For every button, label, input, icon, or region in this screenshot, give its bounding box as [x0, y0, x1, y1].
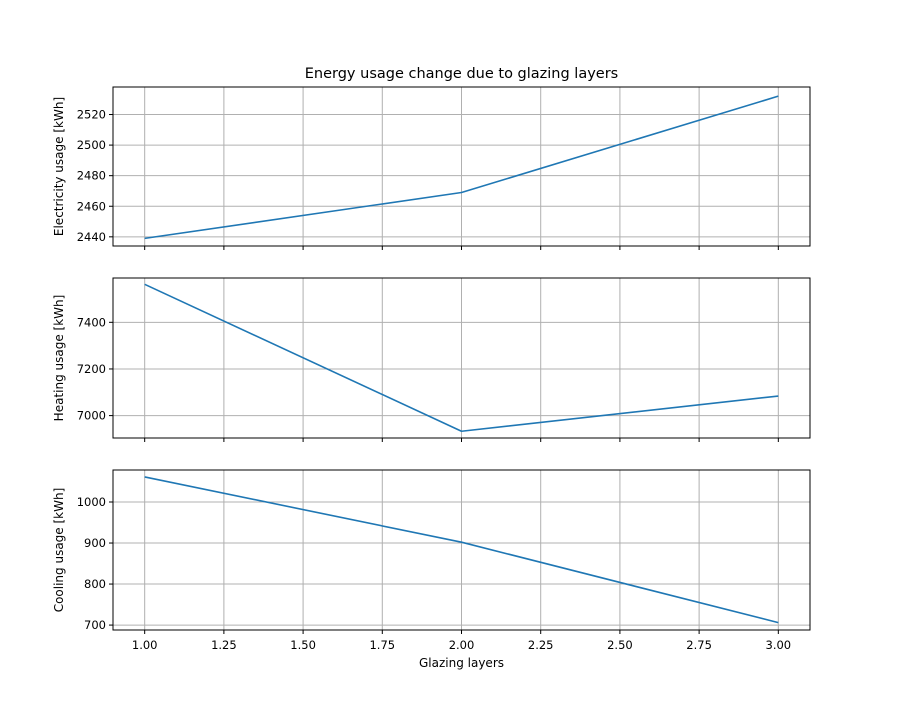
- y-tick-label: 7000: [77, 409, 106, 423]
- x-tick-label: 3.00: [766, 638, 792, 652]
- x-tick-label: 1.00: [132, 638, 158, 652]
- y-tick-label: 1000: [77, 495, 106, 509]
- data-line-1: [144, 283, 779, 433]
- y-axis-label: Heating usage [kWh]: [52, 295, 66, 422]
- subplot-1: 2440 2460 2480 2500 2520 Electricity usage [k…: [52, 66, 811, 250]
- y-axis-label: Cooling usage [kWh]: [52, 488, 66, 613]
- y-tick-label: 7200: [77, 362, 106, 376]
- y-axis-label: Electricity usage [kWh]: [52, 97, 66, 236]
- x-axis-label: Glazing layers: [419, 656, 504, 670]
- x-tick-label: 1.25: [211, 638, 237, 652]
- y-tick-label: 2460: [77, 199, 106, 213]
- chart-title: Energy usage change due to glazing layer…: [305, 66, 619, 82]
- data-line-1: [144, 476, 779, 624]
- x-tick-label: 2.25: [528, 638, 554, 652]
- y-tick-label: 7400: [77, 315, 106, 329]
- y-tick-label: 2480: [77, 169, 106, 183]
- y-tick-label: 800: [84, 577, 106, 591]
- y-tick-label: 900: [84, 536, 106, 550]
- data-line-1: [144, 95, 779, 240]
- x-tick-label: 1.75: [369, 638, 395, 652]
- y-tick-label: 2500: [77, 138, 106, 152]
- x-tick-label: 2.50: [607, 638, 633, 652]
- subplot-2: 7000 7200 7400 Heating usage [kWh]: [52, 277, 811, 442]
- y-tick-label: 700: [84, 618, 106, 632]
- x-tick-label: 2.75: [686, 638, 712, 652]
- y-tick-label: 2520: [77, 108, 106, 122]
- y-tick-label: 2440: [77, 230, 106, 244]
- subplot-3: 1.00 1.25 1.50 1.75 2.00 2.25 2.50 2.75 3.00 700 8…: [52, 469, 811, 670]
- x-tick-label: 1.50: [290, 638, 316, 652]
- x-tick-label: 2.00: [449, 638, 475, 652]
